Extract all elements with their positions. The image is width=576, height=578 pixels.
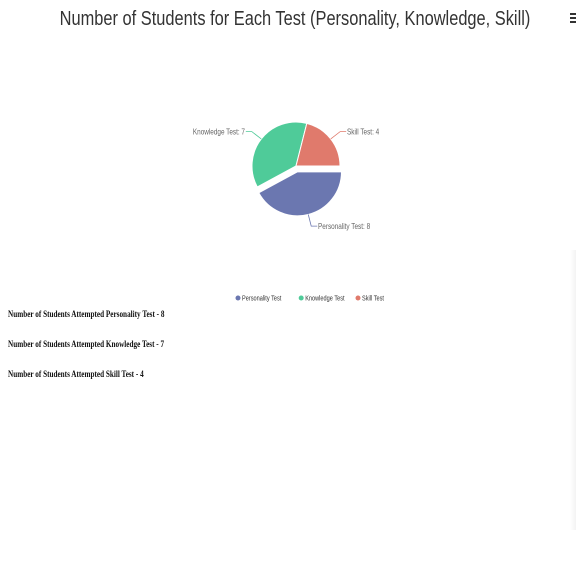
legend-label: Personality Test — [242, 295, 282, 303]
chart-title: Number of Students for Each Test (Person… — [59, 8, 531, 30]
pie-slice-label: Knowledge Test: 7 — [193, 127, 245, 137]
hamburger-menu-icon — [570, 13, 576, 15]
pie-leader-line — [245, 131, 262, 140]
legend-marker — [298, 295, 304, 301]
pie-slice-skill-test[interactable] — [295, 122, 341, 167]
stat-personality: Number of Students Attempted Personality… — [8, 309, 165, 319]
stat-skill: Number of Students Attempted Skill Test … — [8, 369, 144, 379]
hamburger-menu-icon-bar — [570, 21, 576, 23]
legend-item-personality-test[interactable]: Personality Test — [235, 295, 282, 303]
chart-menu-button[interactable] — [568, 12, 576, 24]
legend-item-knowledge-test[interactable]: Knowledge Test — [298, 295, 345, 303]
pie-chart: Personality Test: 8 Knowledge Test: 7 Skil… — [193, 121, 385, 303]
hamburger-menu-icon-bar — [570, 17, 576, 19]
legend-marker — [355, 295, 361, 301]
page-edge-shadow — [570, 250, 576, 530]
legend-marker — [235, 295, 241, 301]
stat-knowledge: Number of Students Attempted Knowledge T… — [8, 339, 165, 349]
pie-leader-line — [330, 131, 347, 140]
legend-item-skill-test[interactable]: Skill Test — [355, 295, 385, 303]
legend-label: Knowledge Test — [305, 295, 345, 303]
pie-slice-label: Skill Test: 4 — [347, 127, 379, 137]
pie-slice-label: Personality Test: 8 — [318, 221, 370, 231]
pie-leader-line — [307, 214, 318, 227]
pie-slice-knowledge-test[interactable] — [251, 121, 308, 188]
legend-label: Skill Test — [362, 295, 384, 303]
